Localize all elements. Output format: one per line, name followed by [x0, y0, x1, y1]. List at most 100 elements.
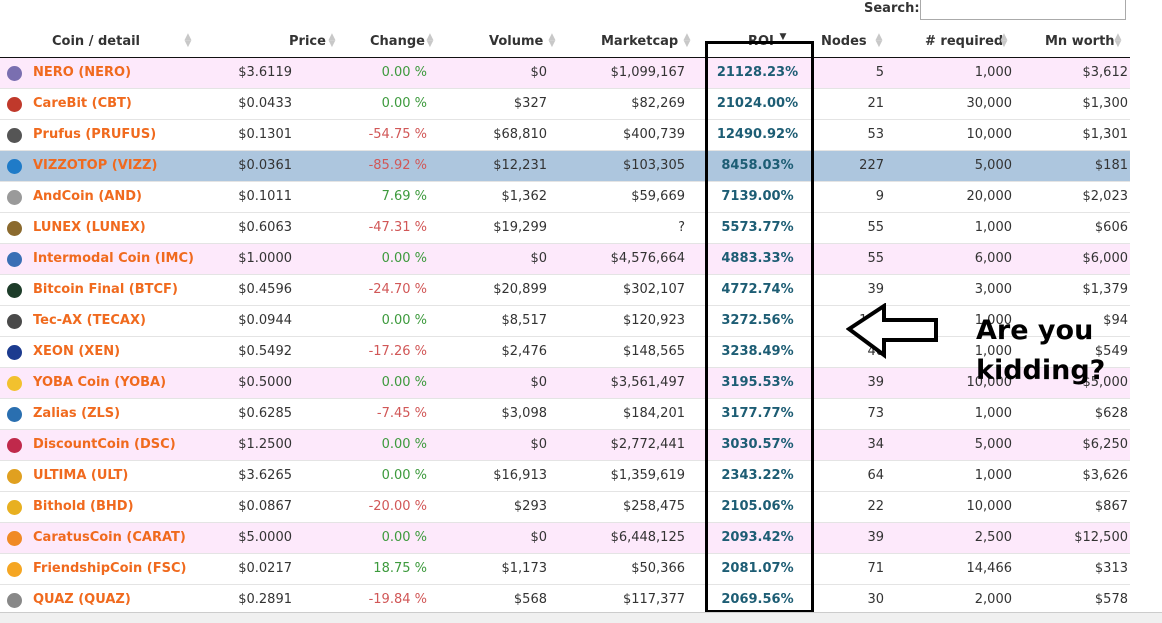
required-cell: 5,000	[900, 150, 1020, 182]
coin-name-link[interactable]: FriendshipCoin (FSC)	[33, 560, 187, 576]
table-row[interactable]: CareBit (CBT) $0.0433 0.00 % $327 $82,269 210…	[0, 88, 1130, 120]
coin-cell[interactable]: Bithold (BHD)	[0, 491, 205, 523]
table-row[interactable]: VIZZOTOP (VIZZ) $0.0361 -85.92 % $12,231 $10…	[0, 150, 1130, 182]
table-row[interactable]: ULTIMA (ULT) $3.6265 0.00 % $16,913 $1,359,6…	[0, 460, 1130, 492]
column-header-volume[interactable]: Volume ▲ ▼	[445, 27, 565, 58]
worth-cell: $6,000	[1020, 243, 1130, 275]
price-cell: $5.0000	[205, 522, 345, 554]
coin-name-link[interactable]: Zalias (ZLS)	[33, 405, 121, 421]
roi-cell: 3238.49%	[705, 336, 810, 368]
table-row[interactable]: Tec-AX (TECAX) $0.0944 0.00 % $8,517 $120,92…	[0, 305, 1130, 337]
search-input[interactable]	[920, 0, 1126, 20]
intermodal-icon	[7, 251, 22, 267]
nodes-cell: 39	[810, 522, 900, 554]
horizontal-scrollbar[interactable]	[0, 612, 1162, 623]
coin-name-link[interactable]: Tec-AX (TECAX)	[33, 312, 146, 328]
table-row[interactable]: XEON (XEN) $0.5492 -17.26 % $2,476 $148,565 3…	[0, 336, 1130, 368]
discountcoin-icon	[7, 437, 22, 453]
column-header-required[interactable]: # required ▲ ▼	[900, 27, 1020, 58]
coin-name-link[interactable]: VIZZOTOP (VIZZ)	[33, 157, 158, 173]
required-cell: 10,000	[900, 367, 1020, 399]
column-header-marketcap[interactable]: Marketcap ▲ ▼	[565, 27, 705, 58]
required-cell: 14,466	[900, 553, 1020, 585]
sort-arrows-icon: ▲ ▼	[683, 32, 691, 49]
table-row[interactable]: Intermodal Coin (IMC) $1.0000 0.00 % $0 $4,5…	[0, 243, 1130, 275]
coin-name-link[interactable]: YOBA Coin (YOBA)	[33, 374, 167, 390]
coin-cell[interactable]: LUNEX (LUNEX)	[0, 212, 205, 244]
column-header-coin[interactable]: Coin / detail ▲ ▼	[0, 27, 205, 58]
required-cell: 3,000	[900, 274, 1020, 306]
volume-cell: $2,476	[445, 336, 565, 368]
coin-cell[interactable]: YOBA Coin (YOBA)	[0, 367, 205, 399]
price-cell: $0.0361	[205, 150, 345, 182]
price-cell: $0.4596	[205, 274, 345, 306]
table-row[interactable]: Prufus (PRUFUS) $0.1301 -54.75 % $68,810 $40…	[0, 119, 1130, 151]
table-row[interactable]: AndCoin (AND) $0.1011 7.69 % $1,362 $59,669 7…	[0, 181, 1130, 213]
coin-cell[interactable]: Zalias (ZLS)	[0, 398, 205, 430]
volume-cell: $1,173	[445, 553, 565, 585]
worth-cell: $5,000	[1020, 367, 1130, 399]
column-header-change[interactable]: Change ▲ ▼	[345, 27, 445, 58]
table-row[interactable]: YOBA Coin (YOBA) $0.5000 0.00 % $0 $3,561,49…	[0, 367, 1130, 399]
column-header-worth[interactable]: Mn worth ▲ ▼	[1020, 27, 1130, 58]
coin-name-link[interactable]: Prufus (PRUFUS)	[33, 126, 157, 142]
column-header-nodes[interactable]: Nodes ▲ ▼	[810, 27, 900, 58]
table-row[interactable]: LUNEX (LUNEX) $0.6063 -47.31 % $19,299? 5573…	[0, 212, 1130, 244]
coin-name-link[interactable]: Intermodal Coin (IMC)	[33, 250, 194, 266]
price-cell: $0.6063	[205, 212, 345, 244]
table-row[interactable]: NERO (NERO) $3.6119 0.00 % $0 $1,099,167 2112…	[0, 57, 1130, 89]
yoba-icon	[7, 375, 22, 391]
coin-cell[interactable]: AndCoin (AND)	[0, 181, 205, 213]
coin-name-link[interactable]: AndCoin (AND)	[33, 188, 142, 204]
coin-cell[interactable]: Intermodal Coin (IMC)	[0, 243, 205, 275]
table-row[interactable]: CaratusCoin (CARAT) $5.0000 0.00 % $0 $6,448…	[0, 522, 1130, 554]
required-cell: 5,000	[900, 429, 1020, 461]
coin-cell[interactable]: Tec-AX (TECAX)	[0, 305, 205, 337]
coin-cell[interactable]: Prufus (PRUFUS)	[0, 119, 205, 151]
column-header-price[interactable]: Price ▲ ▼	[205, 27, 345, 58]
coin-name-link[interactable]: DiscountCoin (DSC)	[33, 436, 176, 452]
coin-cell[interactable]: QUAZ (QUAZ)	[0, 584, 205, 616]
zalias-icon	[7, 406, 22, 422]
coin-name-link[interactable]: NERO (NERO)	[33, 64, 132, 80]
table-row[interactable]: QUAZ (QUAZ) $0.2891 -19.84 % $568 $117,377 20…	[0, 584, 1130, 616]
coin-cell[interactable]: NERO (NERO)	[0, 57, 205, 89]
price-cell: $0.0217	[205, 553, 345, 585]
coin-cell[interactable]: XEON (XEN)	[0, 336, 205, 368]
search-bar: Search:	[0, 0, 1162, 26]
coin-cell[interactable]: Bitcoin Final (BTCF)	[0, 274, 205, 306]
table-row[interactable]: Bitcoin Final (BTCF) $0.4596 -24.70 % $20,8…	[0, 274, 1130, 306]
coin-name-link[interactable]: XEON (XEN)	[33, 343, 121, 359]
coin-cell[interactable]: FriendshipCoin (FSC)	[0, 553, 205, 585]
coin-cell[interactable]: VIZZOTOP (VIZZ)	[0, 150, 205, 182]
coin-cell[interactable]: CareBit (CBT)	[0, 88, 205, 120]
price-cell: $0.0944	[205, 305, 345, 337]
price-cell: $0.5492	[205, 336, 345, 368]
coin-name-link[interactable]: ULTIMA (ULT)	[33, 467, 129, 483]
volume-cell: $20,899	[445, 274, 565, 306]
coin-name-link[interactable]: Bitcoin Final (BTCF)	[33, 281, 178, 297]
worth-cell: $6,250	[1020, 429, 1130, 461]
change-cell: 0.00 %	[345, 88, 445, 120]
coin-name-link[interactable]: QUAZ (QUAZ)	[33, 591, 131, 607]
table-row[interactable]: FriendshipCoin (FSC) $0.0217 18.75 % $1,173…	[0, 553, 1130, 585]
coin-cell[interactable]: DiscountCoin (DSC)	[0, 429, 205, 461]
coin-name-link[interactable]: CareBit (CBT)	[33, 95, 132, 111]
coin-name-link[interactable]: Bithold (BHD)	[33, 498, 134, 514]
coin-name-link[interactable]: LUNEX (LUNEX)	[33, 219, 146, 235]
change-cell: -85.92 %	[345, 150, 445, 182]
column-header-roi[interactable]: ROI ▼	[705, 27, 810, 58]
volume-cell: $327	[445, 88, 565, 120]
worth-cell: $313	[1020, 553, 1130, 585]
table-row[interactable]: Zalias (ZLS) $0.6285 -7.45 % $3,098 $184,201…	[0, 398, 1130, 430]
worth-cell: $1,379	[1020, 274, 1130, 306]
bitcoin-final-icon	[7, 282, 22, 298]
coin-cell[interactable]: CaratusCoin (CARAT)	[0, 522, 205, 554]
table-row[interactable]: DiscountCoin (DSC) $1.2500 0.00 % $0 $2,772,…	[0, 429, 1130, 461]
sort-desc-icon: ▼	[779, 32, 787, 42]
column-label: Mn worth	[1045, 34, 1115, 49]
coin-name-link[interactable]: CaratusCoin (CARAT)	[33, 529, 186, 545]
table-row[interactable]: Bithold (BHD) $0.0867 -20.00 % $293 $258,475…	[0, 491, 1130, 523]
marketcap-cell: $120,923	[565, 305, 705, 337]
coin-cell[interactable]: ULTIMA (ULT)	[0, 460, 205, 492]
